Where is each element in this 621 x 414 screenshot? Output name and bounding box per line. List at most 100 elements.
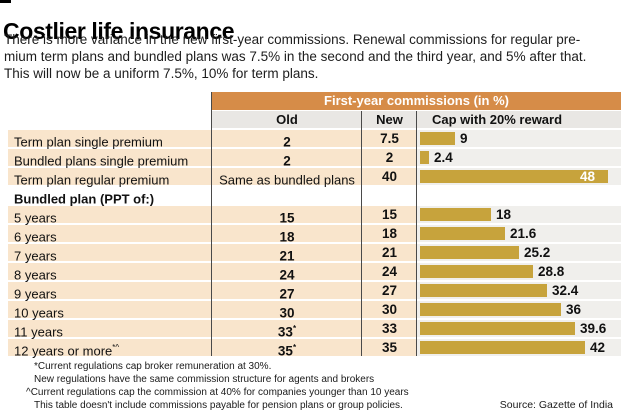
cap-bar-cell: 25.2 (417, 244, 621, 261)
new-value: 40 (362, 168, 417, 185)
footnote-line: New regulations have the same commission… (34, 373, 375, 385)
table-row: 7 years 21 21 25.2 (8, 244, 621, 264)
subtitle-line: mium term plans and bundled plans was 7.… (4, 49, 587, 64)
column-header-cap: Cap with 20% reward (432, 112, 563, 127)
row-label: 8 years (8, 263, 212, 282)
cap-bar (420, 246, 519, 259)
old-value: 18 (212, 225, 362, 245)
cap-bar-cell: 42 (417, 339, 621, 356)
top-left-rule (0, 0, 11, 3)
table-row: 12 years or more*^ 35* 35 42 (8, 339, 621, 359)
cap-bar (420, 170, 608, 183)
table-body: Term plan single premium 2 7.5 9 Bundled… (8, 130, 621, 359)
table-row: Bundled plan (PPT of:) (8, 187, 621, 207)
old-value: 24 (212, 263, 362, 283)
cap-bar-cell: 18 (417, 206, 621, 223)
old-value: 15 (212, 206, 362, 226)
footnotes: *Current regulations cap broker remunera… (26, 361, 409, 413)
new-value: 33 (362, 320, 417, 337)
row-label: 5 years (8, 206, 212, 225)
old-value (212, 187, 362, 204)
row-label: Term plan regular premium (8, 168, 212, 187)
table-row: 11 years 33* 33 39.6 (8, 320, 621, 340)
cap-bar (420, 265, 533, 278)
new-value: 27 (362, 282, 417, 299)
table-group-header: First-year commissions (in %) (212, 92, 621, 110)
cap-bar-value: 48 (580, 169, 596, 184)
row-label: Term plan single premium (8, 130, 212, 149)
cap-bar (420, 208, 491, 221)
cap-bar (420, 341, 585, 354)
table-row: Term plan regular premium Same as bundle… (8, 168, 621, 187)
cap-bar-value: 25.2 (524, 245, 551, 260)
cap-bar-cell: 48 (417, 168, 621, 185)
new-value: 35 (362, 339, 417, 356)
table-row: Bundled plans single premium 2 2 2.4 (8, 149, 621, 169)
cap-bar-value: 28.8 (538, 264, 565, 279)
cap-bar-value: 18 (496, 207, 512, 222)
cap-bar (420, 284, 547, 297)
cap-bar (420, 151, 429, 164)
row-label: 9 years (8, 282, 212, 301)
column-header-new: New (376, 112, 403, 127)
column-divider (416, 111, 417, 356)
row-label: 7 years (8, 244, 212, 263)
new-value: 2 (362, 149, 417, 166)
old-value: 21 (212, 244, 362, 264)
old-value: 2 (212, 149, 362, 169)
subtitle-line: This will now be a uniform 7.5%, 10% for… (4, 66, 319, 81)
cap-bar-value: 9 (460, 131, 468, 146)
cap-bar-cell (417, 187, 621, 204)
new-value: 24 (362, 263, 417, 280)
row-label: Bundled plans single premium (8, 149, 212, 168)
cap-bar-value: 21.6 (510, 226, 537, 241)
cap-bar-value: 42 (590, 340, 606, 355)
old-value: 2 (212, 130, 362, 150)
cap-bar-cell: 21.6 (417, 225, 621, 242)
old-value: 35* (212, 339, 362, 359)
new-value: 15 (362, 206, 417, 223)
table-row: 9 years 27 27 32.4 (8, 282, 621, 302)
cap-bar-value: 32.4 (552, 283, 579, 298)
new-value: 18 (362, 225, 417, 242)
cap-bar-cell: 32.4 (417, 282, 621, 299)
new-value: 7.5 (362, 130, 417, 147)
cap-bar-cell: 2.4 (417, 149, 621, 166)
page-title: Costlier life insurance (3, 18, 235, 45)
table-row: 8 years 24 24 28.8 (8, 263, 621, 283)
cap-bar-cell: 28.8 (417, 263, 621, 280)
row-label: 12 years or more*^ (8, 339, 212, 358)
row-label: Bundled plan (PPT of:) (14, 191, 155, 207)
cap-bar (420, 303, 561, 316)
cap-bar-value: 2.4 (434, 150, 453, 165)
column-divider (361, 111, 362, 356)
cap-bar (420, 322, 575, 335)
table-row: 6 years 18 18 21.6 (8, 225, 621, 245)
table-row: Term plan single premium 2 7.5 9 (8, 130, 621, 150)
column-divider (211, 92, 212, 356)
subtitle-line: There is more variance in the new first-… (4, 32, 581, 47)
page-subtitle: There is more variance in the new first-… (4, 31, 586, 82)
source-credit: Source: Gazette of India (499, 399, 613, 411)
new-value (362, 187, 417, 204)
row-label: 6 years (8, 225, 212, 244)
cap-bar-cell: 9 (417, 130, 621, 147)
row-label: 11 years (8, 320, 212, 339)
cap-bar (420, 132, 455, 145)
footnote-line: *Current regulations cap broker remunera… (34, 361, 272, 372)
old-value: 30 (212, 301, 362, 321)
cap-bar-value: 39.6 (580, 321, 607, 336)
table-row: 10 years 30 30 36 (8, 301, 621, 321)
table-row: 5 years 15 15 18 (8, 206, 621, 226)
cap-bar-value: 36 (566, 302, 582, 317)
old-value: 27 (212, 282, 362, 302)
footnote-line: This table doesn't include commissions p… (34, 399, 403, 411)
old-value: 33* (212, 320, 362, 340)
footnote-line: ^Current regulations cap the commission … (26, 386, 409, 398)
column-header-old: Old (276, 112, 298, 127)
cap-bar-cell: 36 (417, 301, 621, 318)
row-label: 10 years (8, 301, 212, 320)
cap-bar (420, 227, 505, 240)
cap-bar-cell: 39.6 (417, 320, 621, 337)
